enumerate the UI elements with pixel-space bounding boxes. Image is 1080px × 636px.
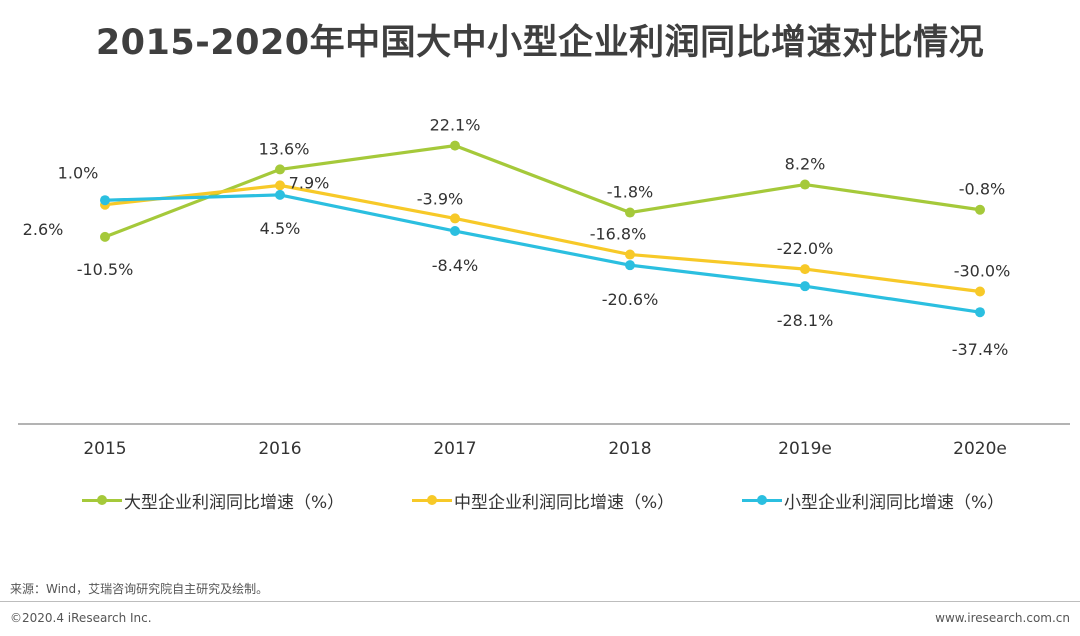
data-point xyxy=(975,286,985,297)
data-point xyxy=(450,226,460,237)
legend-marker-medium xyxy=(412,486,452,514)
data-label: -0.8% xyxy=(959,180,1005,199)
data-point xyxy=(625,207,635,218)
data-label: 8.2% xyxy=(785,155,826,174)
data-label: -3.9% xyxy=(417,189,463,208)
data-point xyxy=(800,264,810,275)
copyright-text: ©2020.4 iResearch Inc. xyxy=(10,611,152,625)
series-line-2 xyxy=(104,193,981,314)
data-point xyxy=(100,195,110,206)
data-point xyxy=(100,231,110,242)
data-label: -37.4% xyxy=(952,340,1009,359)
series-line-1 xyxy=(104,183,981,294)
legend-label-medium: 中型企业利润同比增速（%） xyxy=(454,492,675,513)
data-label: 1.0% xyxy=(58,164,99,183)
data-point xyxy=(625,260,635,271)
x-tick-label: 2016 xyxy=(258,439,301,459)
x-tick-label: 2018 xyxy=(608,439,651,459)
legend-label-small: 小型企业利润同比增速（%） xyxy=(784,492,1005,513)
data-label: -1.8% xyxy=(607,183,653,202)
data-label: 4.5% xyxy=(260,219,301,238)
data-point xyxy=(275,189,285,200)
data-label: 13.6% xyxy=(259,139,310,158)
legend-item-large: 大型企业利润同比增速（%） xyxy=(82,486,344,514)
data-point xyxy=(800,179,810,190)
data-label: -22.0% xyxy=(777,239,834,258)
website-link[interactable]: www.iresearch.com.cn xyxy=(935,611,1070,625)
x-tick-label: 2020e xyxy=(953,439,1007,459)
data-label: -8.4% xyxy=(432,256,478,275)
legend-item-medium: 中型企业利润同比增速（%） xyxy=(412,486,674,514)
data-point xyxy=(450,213,460,224)
source-note: 来源：Wind，艾瑞咨询研究院自主研究及绘制。 xyxy=(10,582,269,596)
chart-legend: 大型企业利润同比增速（%） 中型企业利润同比增速（%） 小型企业利润同比增速（%… xyxy=(0,486,1080,514)
footer-divider xyxy=(0,601,1080,602)
data-label: -20.6% xyxy=(602,290,659,309)
line-chart: 2015 2016 2017 2018 2019e 2020e -10.5% 13.6% 22.… xyxy=(18,116,1070,459)
data-label: -16.8% xyxy=(590,225,647,244)
data-label: -30.0% xyxy=(954,262,1011,281)
data-point xyxy=(275,180,285,191)
data-point xyxy=(625,249,635,260)
x-tick-label: 2019e xyxy=(778,439,832,459)
data-label: -28.1% xyxy=(777,311,834,330)
legend-item-small: 小型企业利润同比增速（%） xyxy=(742,486,1004,514)
x-tick-label: 2015 xyxy=(83,439,126,459)
data-point xyxy=(975,307,985,318)
data-label: 22.1% xyxy=(430,116,481,135)
legend-label-large: 大型企业利润同比增速（%） xyxy=(124,492,345,513)
data-label: 2.6% xyxy=(23,220,64,239)
data-point xyxy=(450,140,460,151)
data-label: 7.9% xyxy=(289,173,330,192)
x-tick-label: 2017 xyxy=(433,439,476,459)
data-label: -10.5% xyxy=(77,260,134,279)
data-point xyxy=(975,204,985,215)
legend-marker-large xyxy=(82,486,122,514)
data-point xyxy=(275,164,285,175)
legend-marker-small xyxy=(742,486,782,514)
data-point xyxy=(800,281,810,292)
page-title: 2015-2020年中国大中小型企业利润同比增速对比情况 xyxy=(95,23,985,63)
series-line-0 xyxy=(104,144,981,239)
